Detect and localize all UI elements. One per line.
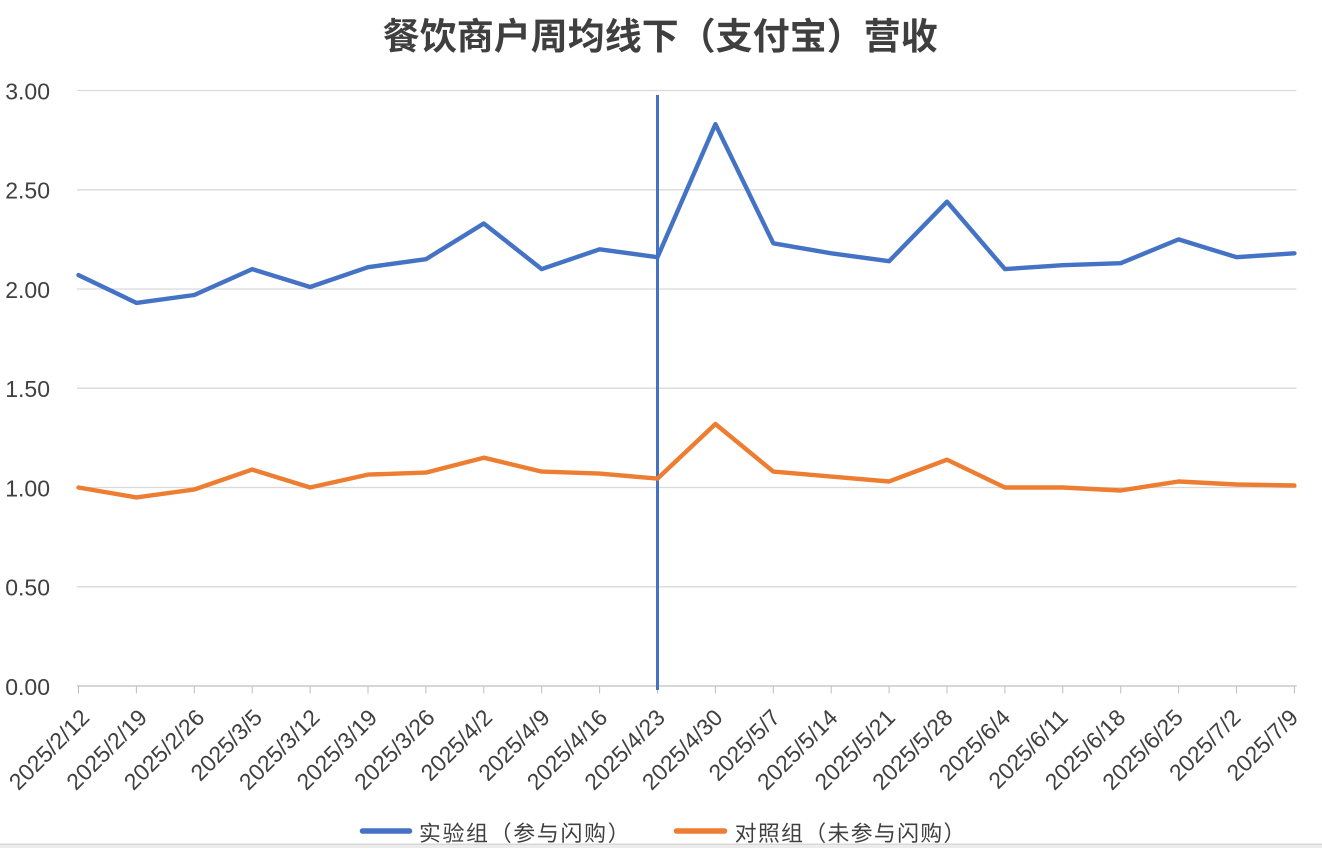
svg-text:2.00: 2.00: [5, 277, 50, 303]
svg-text:2.50: 2.50: [5, 178, 50, 204]
svg-text:3.00: 3.00: [5, 78, 50, 104]
svg-text:1.00: 1.00: [5, 475, 50, 501]
svg-text:0.50: 0.50: [5, 575, 50, 601]
svg-text:0.00: 0.00: [5, 674, 50, 700]
svg-text:1.50: 1.50: [5, 376, 50, 402]
